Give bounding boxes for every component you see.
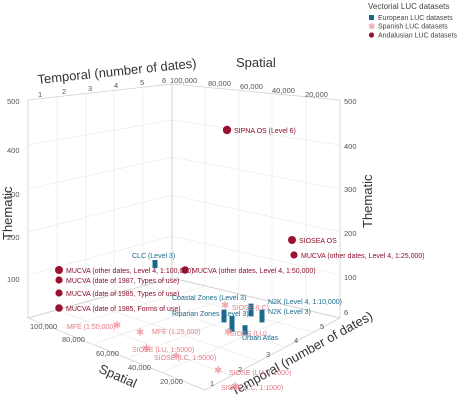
tick-spatial-back-80000: 80,000 <box>208 79 231 88</box>
tick-temporal-top-1: 1 <box>38 90 42 99</box>
ticks-thematic-left: 500 400 300 200 100 <box>7 97 20 284</box>
point-mucva-date-of-1987-types-of-use-label: MUCVA (date of 1987, Types of use) <box>66 278 179 285</box>
point-siosea-os-label: SIOSEA OS <box>299 238 337 245</box>
point-mucva-other-dates-level-4-1-25-000-marker <box>290 251 298 259</box>
point-mucva-date-of-1987-types-of-use-marker <box>55 276 63 284</box>
point-riparian-zones-level-3-label: Riparian Zones (Level 3) <box>172 311 249 318</box>
point-siosea-os-marker <box>288 236 296 244</box>
point-mucva-date-of-1985-types-of-use-marker <box>55 289 63 297</box>
point-coastal-zones-level-3-label: Coastal Zones (Level 3) <box>172 295 246 302</box>
tick-thematic-left-500: 500 <box>7 97 20 106</box>
ticks-temporal-top: 1 2 3 4 5 6 <box>38 76 166 99</box>
point-siose-lc-1-1000-marker: ✱ <box>231 382 239 393</box>
point-riparian-zones-level-3-marker <box>229 316 235 332</box>
ticks-spatial-front: 100,000 80,000 60,000 40,000 20,000 <box>30 322 183 386</box>
point-siose-lu-1-1000-label: SIOSE (LU, 1:1000) <box>229 370 291 377</box>
tick-thematic-left-100: 100 <box>7 275 20 284</box>
point-mfe-1-50-000-marker: ✱ <box>113 321 121 332</box>
point-mucva-other-dates-level-4-1-25-000-label: MUCVA (other dates, Level 4, 1:25,000) <box>301 253 425 260</box>
point-siose-lu-1-5000-marker: ✱ <box>142 344 150 355</box>
tick-spatial-back-60000: 60,000 <box>240 82 263 91</box>
tick-temporal-top-6: 6 <box>162 76 166 85</box>
tick-spatial-front-80000: 80,000 <box>62 335 85 344</box>
point-clc-level-3-marker <box>152 260 158 268</box>
axis-title-thematic-left: Thematic <box>0 186 15 240</box>
point-mucva-other-dates-level-4-1-100-000-label: MUCVA (other dates, Level 4, 1:100,000) <box>66 268 194 275</box>
tick-temporal-bottom-2: 2 <box>238 365 242 374</box>
tick-spatial-back-40000: 40,000 <box>272 86 295 95</box>
point-siose-lu-marker: ✱ <box>224 328 232 339</box>
tick-thematic-left-400: 400 <box>7 146 20 155</box>
point-siose-lc-marker: ✱ <box>221 301 229 312</box>
tick-thematic-right-200: 200 <box>344 229 357 238</box>
tick-temporal-top-3: 3 <box>88 84 92 93</box>
point-n2k-level-3-label: N2K (Level 3) <box>268 309 311 316</box>
ticks-spatial-back: 100,000 80,000 60,000 40,000 20,000 <box>170 76 328 99</box>
chart-frame <box>26 83 342 391</box>
tick-temporal-bottom-5: 5 <box>320 322 324 331</box>
point-coastal-zones-level-3-marker <box>221 309 227 323</box>
tick-temporal-top-2: 2 <box>62 87 66 96</box>
point-mucva-date-of-1985-types-of-use-label: MUCVA (date of 1985, Types of use) <box>66 291 179 298</box>
tick-thematic-right-500: 500 <box>344 97 357 106</box>
point-n2k-level-4-1-10-000-label: N2K (Level 4, 1:10,000) <box>268 299 342 306</box>
point-sipna-os-level-6-marker <box>222 125 232 135</box>
point-mucva-other-dates-level-4-1-50-000-marker <box>181 266 189 274</box>
tick-thematic-right-100: 100 <box>344 273 357 282</box>
legend: Vectorial LUC datasets European LUC data… <box>368 2 457 40</box>
point-urban-atlas-marker <box>242 325 248 335</box>
tick-thematic-left-300: 300 <box>7 190 20 199</box>
point-mucva-other-dates-level-4-1-100-000-marker <box>55 266 63 274</box>
point-n2k-level-4-1-10-000-marker <box>248 303 254 317</box>
tick-temporal-top-5: 5 <box>140 78 144 87</box>
axis-title-thematic-right: Thematic <box>360 174 375 228</box>
data-points: SIPNA OS (Level 6) SIOSEA OS MUCVA (other … <box>55 125 425 393</box>
point-siose-lc-1-5000-label: SIOSE (LC, 1:5000) <box>154 355 216 362</box>
legend-european-label: European LUC datasets <box>378 15 453 22</box>
tick-thematic-left-200: 200 <box>7 233 20 242</box>
tick-thematic-right-300: 300 <box>344 185 357 194</box>
point-siose-lc-label: SIOSE (LC) <box>232 305 269 312</box>
point-siose-lu-1-5000-label: SIOSE (LU, 1:5000) <box>132 347 194 354</box>
point-urban-atlas-label: Urban Atlas <box>242 335 279 342</box>
legend-spanish-marker: ✱ <box>368 22 376 32</box>
tick-spatial-front-40000: 40,000 <box>128 363 151 372</box>
point-siose-lu-label: SIOSE (LU) <box>230 331 267 338</box>
point-mucva-date-of-1985-forms-of-use-marker <box>55 304 63 312</box>
tick-temporal-bottom-1: 1 <box>210 379 214 388</box>
legend-andalusian-marker <box>368 32 375 38</box>
point-mfe-1-25-000-label: MFE (1:25,000) <box>152 329 201 336</box>
point-mfe-1-25-000-marker: ✱ <box>136 328 144 339</box>
tick-spatial-front-20000: 20,000 <box>160 377 183 386</box>
point-siose-lc-1-5000-marker: ✱ <box>172 352 180 363</box>
legend-spanish-label: Spanish LUC datasets <box>378 24 448 31</box>
point-siose-lu-1-1000-marker: ✱ <box>214 366 222 377</box>
legend-european-marker <box>369 15 374 20</box>
tick-spatial-back-100000: 100,000 <box>170 76 197 85</box>
tick-temporal-bottom-6: 6 <box>344 308 348 317</box>
point-sipna-os-level-6-label: SIPNA OS (Level 6) <box>234 128 296 135</box>
axis-title-spatial-top: Spatial <box>236 55 276 70</box>
point-clc-level-3-label: CLC (Level 3) <box>132 253 175 260</box>
tick-spatial-front-60000: 60,000 <box>96 349 119 358</box>
ticks-thematic-right: 500 400 300 200 100 <box>344 97 357 282</box>
tick-temporal-top-4: 4 <box>114 81 118 90</box>
point-mfe-1-50-000-label: MFE (1:50,000) <box>67 324 116 331</box>
point-mucva-other-dates-level-4-1-50-000-label: MUCVA (other dates, Level 4, 1:50,000) <box>192 268 316 275</box>
tick-thematic-right-400: 400 <box>344 142 357 151</box>
legend-title: Vectorial LUC datasets <box>368 2 449 11</box>
legend-andalusian-label: Andalusian LUC datasets <box>378 33 457 40</box>
tick-spatial-back-20000: 20,000 <box>305 90 328 99</box>
tick-temporal-bottom-3: 3 <box>266 350 270 359</box>
tick-temporal-bottom-4: 4 <box>294 336 298 345</box>
point-mucva-date-of-1985-forms-of-use-label: MUCVA (date of 1985, Forms of use) <box>66 306 181 313</box>
point-n2k-level-3-marker <box>259 309 265 323</box>
ticks-temporal-bottom: 1 2 3 4 5 6 <box>210 308 348 388</box>
tick-spatial-front-100000: 100,000 <box>30 322 57 331</box>
point-siose-lc-1-1000-label: SIOSE (LC, 1:1000) <box>221 385 283 392</box>
